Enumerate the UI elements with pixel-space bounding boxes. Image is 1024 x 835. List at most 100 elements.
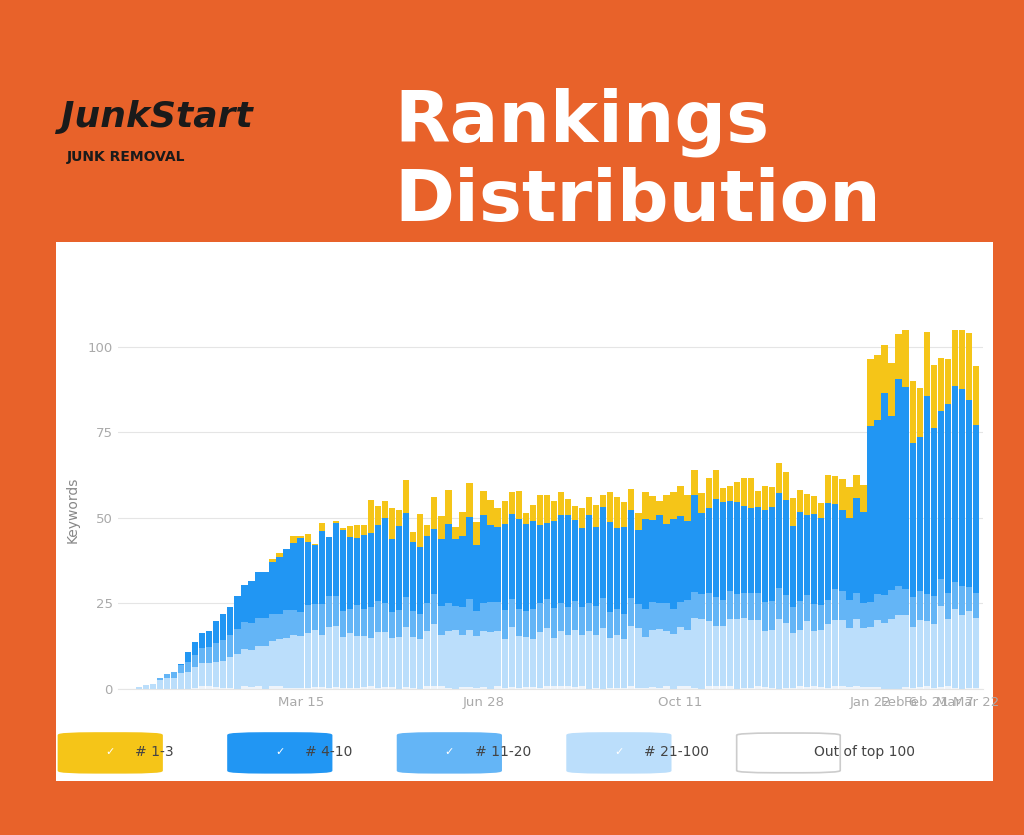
- Bar: [909, 688, 915, 689]
- Bar: [389, 612, 395, 638]
- Bar: [938, 687, 944, 689]
- Bar: [558, 604, 564, 630]
- Bar: [199, 648, 206, 663]
- Bar: [445, 630, 452, 688]
- Bar: [607, 523, 613, 612]
- Bar: [375, 525, 381, 601]
- Bar: [698, 514, 705, 594]
- Bar: [853, 593, 859, 620]
- Bar: [326, 596, 332, 627]
- Bar: [622, 614, 628, 639]
- Bar: [853, 686, 859, 689]
- Bar: [242, 585, 248, 622]
- Bar: [487, 602, 494, 632]
- Bar: [586, 498, 592, 514]
- Bar: [382, 687, 388, 689]
- Bar: [438, 539, 444, 606]
- Bar: [318, 523, 325, 531]
- Bar: [586, 603, 592, 631]
- Bar: [642, 492, 648, 519]
- Bar: [291, 544, 297, 610]
- Bar: [846, 488, 853, 519]
- Bar: [431, 594, 437, 625]
- Bar: [579, 635, 586, 686]
- Bar: [565, 608, 571, 635]
- Bar: [931, 688, 937, 689]
- Bar: [544, 494, 550, 523]
- Bar: [698, 493, 705, 514]
- Bar: [466, 599, 473, 630]
- Bar: [931, 624, 937, 688]
- Bar: [656, 514, 663, 604]
- Bar: [790, 526, 797, 607]
- Bar: [487, 632, 494, 689]
- Bar: [762, 686, 768, 689]
- Bar: [417, 514, 423, 547]
- Bar: [727, 686, 733, 689]
- Bar: [368, 686, 374, 689]
- Bar: [966, 610, 972, 688]
- Bar: [607, 638, 613, 688]
- Bar: [473, 545, 479, 610]
- Bar: [157, 678, 163, 681]
- Bar: [706, 508, 712, 593]
- Bar: [227, 607, 233, 635]
- Bar: [706, 620, 712, 686]
- Bar: [860, 629, 866, 687]
- Bar: [720, 600, 726, 625]
- Bar: [755, 507, 761, 593]
- Bar: [403, 514, 410, 597]
- Bar: [326, 538, 332, 596]
- Bar: [403, 687, 410, 689]
- Bar: [924, 621, 930, 686]
- Bar: [375, 506, 381, 525]
- Bar: [191, 655, 199, 667]
- Bar: [466, 517, 473, 599]
- Bar: [473, 610, 479, 635]
- Bar: [445, 688, 452, 689]
- Bar: [833, 504, 839, 590]
- Bar: [375, 632, 381, 688]
- Bar: [466, 687, 473, 689]
- Bar: [495, 601, 501, 630]
- Bar: [867, 687, 873, 689]
- Bar: [797, 600, 803, 630]
- Bar: [515, 491, 522, 519]
- Bar: [480, 492, 486, 514]
- Bar: [846, 519, 853, 600]
- Bar: [262, 572, 268, 618]
- Bar: [909, 381, 915, 443]
- Bar: [769, 601, 775, 630]
- Bar: [382, 519, 388, 603]
- Bar: [614, 498, 621, 528]
- Bar: [811, 514, 817, 604]
- Bar: [227, 657, 233, 688]
- Bar: [291, 536, 297, 544]
- Bar: [157, 681, 163, 689]
- Bar: [304, 543, 311, 605]
- Bar: [291, 610, 297, 635]
- Bar: [938, 357, 944, 411]
- Bar: [635, 688, 641, 689]
- Bar: [776, 588, 782, 619]
- Bar: [973, 425, 979, 594]
- Bar: [262, 618, 268, 646]
- Bar: [438, 606, 444, 635]
- Bar: [740, 594, 748, 618]
- Bar: [340, 528, 346, 530]
- Bar: [558, 515, 564, 604]
- Bar: [958, 388, 965, 586]
- Bar: [558, 630, 564, 686]
- Bar: [248, 580, 255, 623]
- Bar: [347, 688, 353, 689]
- Bar: [558, 492, 564, 515]
- Bar: [445, 603, 452, 630]
- Bar: [579, 607, 586, 635]
- Bar: [171, 678, 177, 689]
- Bar: [916, 437, 923, 591]
- Bar: [242, 686, 248, 689]
- Text: # 11-20: # 11-20: [474, 746, 530, 759]
- Bar: [909, 443, 915, 597]
- Bar: [853, 475, 859, 498]
- Bar: [269, 559, 275, 562]
